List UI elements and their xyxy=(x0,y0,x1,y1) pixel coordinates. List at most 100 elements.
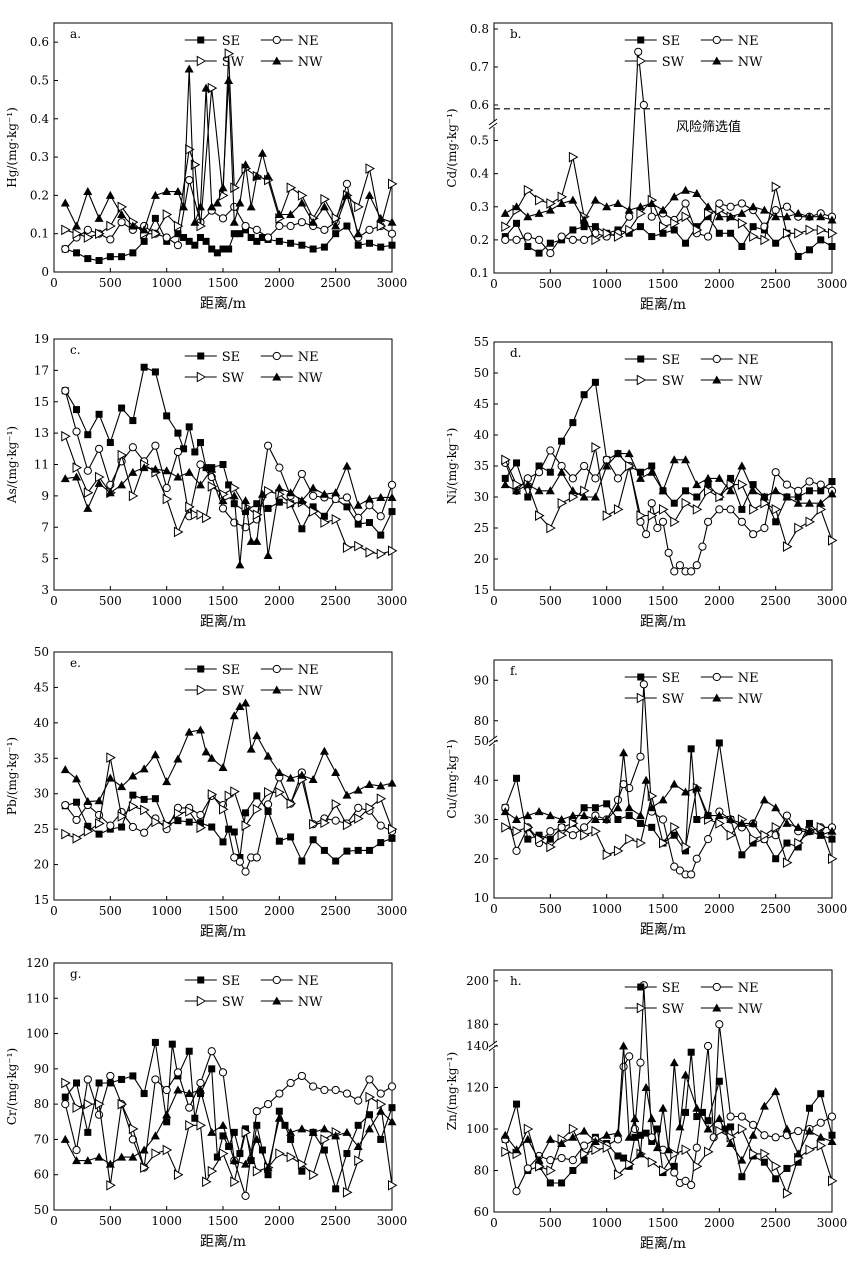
x-tick-label: 2500 xyxy=(320,904,351,918)
marker-triangle-right xyxy=(61,828,71,840)
y-tick-label: 0.3 xyxy=(30,150,49,164)
marker-circle xyxy=(726,202,735,211)
x-tick-label: 500 xyxy=(539,277,562,291)
marker-triangle-up xyxy=(652,1143,662,1152)
marker-triangle-right xyxy=(196,822,206,834)
marker-triangle-right xyxy=(83,487,94,499)
marker-circle xyxy=(647,212,656,221)
marker-circle xyxy=(827,1112,837,1121)
x-tick-label: 0 xyxy=(50,1214,58,1228)
legend-label: SE xyxy=(222,663,240,678)
marker-triangle-right xyxy=(681,1144,692,1156)
marker-triangle-right xyxy=(501,221,511,232)
y-tick-label: 0.6 xyxy=(30,35,49,49)
marker-triangle-right xyxy=(692,504,703,515)
marker-triangle-right xyxy=(95,228,105,240)
y-tick-label: 0.2 xyxy=(30,188,49,202)
y-axis-title: Ni/(mg·kg⁻¹) xyxy=(445,428,459,505)
marker-triangle-right xyxy=(670,821,680,833)
marker-triangle-up xyxy=(272,372,282,381)
legend-label: NE xyxy=(298,974,319,989)
marker-circle xyxy=(72,815,81,825)
series-nw xyxy=(60,698,397,806)
marker-circle xyxy=(794,486,803,495)
marker-circle xyxy=(712,354,721,364)
marker-circle xyxy=(173,447,183,457)
marker-triangle-up xyxy=(229,1156,239,1165)
marker-circle xyxy=(83,225,92,234)
marker-square xyxy=(253,1121,261,1129)
legend-label: SE xyxy=(222,974,240,989)
marker-triangle-up xyxy=(150,750,160,759)
marker-circle xyxy=(805,477,814,486)
x-axis-title: 距离/m xyxy=(200,1233,246,1250)
x-tick-label: 2000 xyxy=(264,594,295,608)
marker-triangle-right xyxy=(715,818,725,829)
marker-circle xyxy=(681,1176,690,1185)
marker-square xyxy=(377,243,385,251)
marker-square xyxy=(343,1150,351,1158)
marker-triangle-up xyxy=(94,1152,104,1161)
marker-triangle-right xyxy=(591,1144,601,1156)
marker-triangle-up xyxy=(545,486,555,495)
y-tick-label: 90 xyxy=(474,673,489,687)
marker-square xyxy=(637,673,645,681)
marker-circle xyxy=(501,235,510,244)
marker-triangle-right xyxy=(602,849,613,861)
marker-triangle-up xyxy=(630,1114,640,1123)
marker-triangle-right xyxy=(568,1123,579,1135)
marker-triangle-up xyxy=(624,449,634,458)
marker-triangle-up xyxy=(252,171,262,180)
marker-circle xyxy=(771,468,780,477)
marker-square xyxy=(196,439,204,447)
x-tick-label: 3000 xyxy=(377,904,408,918)
marker-triangle-right xyxy=(636,510,646,521)
marker-triangle-up xyxy=(613,198,623,207)
marker-triangle-up xyxy=(500,1130,510,1139)
marker-square xyxy=(73,406,81,414)
marker-square xyxy=(727,229,735,237)
marker-triangle-up xyxy=(364,780,374,789)
marker-triangle-up xyxy=(218,762,228,771)
series-line xyxy=(505,786,833,865)
marker-triangle-up xyxy=(274,1113,284,1122)
marker-triangle-right xyxy=(83,825,94,837)
marker-circle xyxy=(342,179,352,188)
panel-label: f. xyxy=(510,664,518,678)
marker-circle xyxy=(387,229,397,238)
y-axis-title: Cu/(mg·kg⁻¹) xyxy=(445,739,459,818)
marker-circle xyxy=(591,474,600,483)
marker-circle xyxy=(365,225,374,234)
marker-square xyxy=(242,508,250,516)
marker-square xyxy=(569,419,577,427)
marker-square xyxy=(535,462,543,470)
marker-square xyxy=(535,831,543,839)
marker-square xyxy=(197,36,205,44)
marker-square xyxy=(236,1150,244,1158)
marker-triangle-up xyxy=(759,1101,769,1110)
marker-triangle-up xyxy=(364,1124,374,1133)
marker-triangle-right xyxy=(230,786,240,797)
marker-triangle-up xyxy=(319,489,329,498)
series-se xyxy=(61,363,396,539)
marker-triangle-up xyxy=(83,187,93,196)
marker-triangle-up xyxy=(712,375,722,384)
marker-triangle-right xyxy=(202,1176,212,1188)
marker-triangle-up xyxy=(726,212,736,221)
marker-triangle-up xyxy=(229,217,239,226)
marker-circle xyxy=(647,499,656,508)
legend-label: SE xyxy=(662,34,680,49)
marker-triangle-right xyxy=(275,786,285,798)
marker-triangle-right xyxy=(636,374,647,386)
marker-square xyxy=(738,1173,746,1181)
marker-triangle-up xyxy=(534,208,544,217)
marker-triangle-up xyxy=(319,202,329,211)
marker-triangle-up xyxy=(286,488,296,497)
y-tick-label: 0.8 xyxy=(470,22,489,36)
marker-circle xyxy=(546,249,555,258)
marker-square xyxy=(783,839,791,847)
marker-square xyxy=(642,1129,650,1137)
marker-triangle-right xyxy=(342,1187,353,1198)
marker-triangle-right xyxy=(782,227,793,239)
marker-square xyxy=(772,855,780,863)
